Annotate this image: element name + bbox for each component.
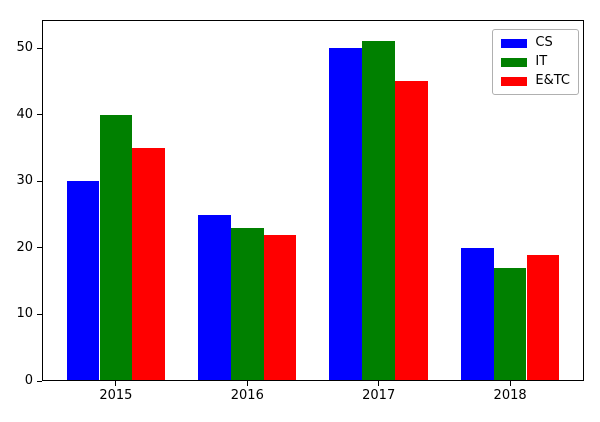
legend-item-it: IT bbox=[501, 54, 570, 70]
y-tick-label: 40 bbox=[16, 106, 33, 122]
bar-it-2015 bbox=[99, 114, 133, 381]
x-tick-label: 2016 bbox=[230, 388, 264, 403]
y-tick-label: 50 bbox=[16, 40, 33, 55]
y-tick-mark bbox=[37, 380, 42, 382]
legend-item-cs: CS bbox=[501, 35, 570, 51]
legend-label: CS bbox=[535, 35, 553, 50]
legend: CS IT E&TC bbox=[492, 29, 579, 95]
cs-legend-swatch bbox=[501, 38, 528, 48]
x-tick-mark bbox=[115, 381, 117, 386]
bar-etc-2016 bbox=[263, 234, 297, 381]
bar-etc-2015 bbox=[132, 147, 166, 381]
legend-item-etc: E&TC bbox=[501, 73, 570, 89]
y-tick-label: 30 bbox=[16, 173, 33, 189]
x-tick-label: 2015 bbox=[99, 388, 133, 403]
bar-it-2018 bbox=[493, 267, 527, 381]
x-tick-label: 2018 bbox=[493, 388, 527, 403]
y-tick-mark bbox=[37, 47, 42, 49]
bar-it-2016 bbox=[230, 227, 264, 381]
y-tick-mark bbox=[37, 180, 42, 182]
plot-area: CS IT E&TC bbox=[42, 20, 584, 381]
bar-etc-2018 bbox=[526, 254, 560, 381]
y-tick-mark bbox=[37, 114, 42, 116]
x-tick-label: 2017 bbox=[362, 388, 396, 403]
bar-it-2017 bbox=[362, 41, 396, 381]
legend-label: IT bbox=[535, 54, 548, 69]
y-tick-label: 0 bbox=[24, 373, 33, 388]
y-tick-mark bbox=[37, 313, 42, 315]
bar-etc-2017 bbox=[395, 81, 428, 381]
it-legend-swatch bbox=[501, 57, 528, 67]
y-tick-label: 20 bbox=[16, 239, 33, 255]
x-tick-mark bbox=[378, 381, 380, 386]
y-tick-mark bbox=[37, 247, 42, 249]
x-tick-mark bbox=[509, 381, 511, 386]
bar-cs-2016 bbox=[198, 214, 231, 381]
bar-cs-2017 bbox=[329, 48, 363, 381]
x-tick-mark bbox=[246, 381, 248, 386]
bar-cs-2015 bbox=[66, 181, 100, 381]
y-tick-label: 10 bbox=[16, 306, 33, 322]
bar-cs-2018 bbox=[460, 247, 494, 381]
etc-legend-swatch bbox=[501, 76, 528, 86]
legend-label: E&TC bbox=[535, 73, 570, 88]
